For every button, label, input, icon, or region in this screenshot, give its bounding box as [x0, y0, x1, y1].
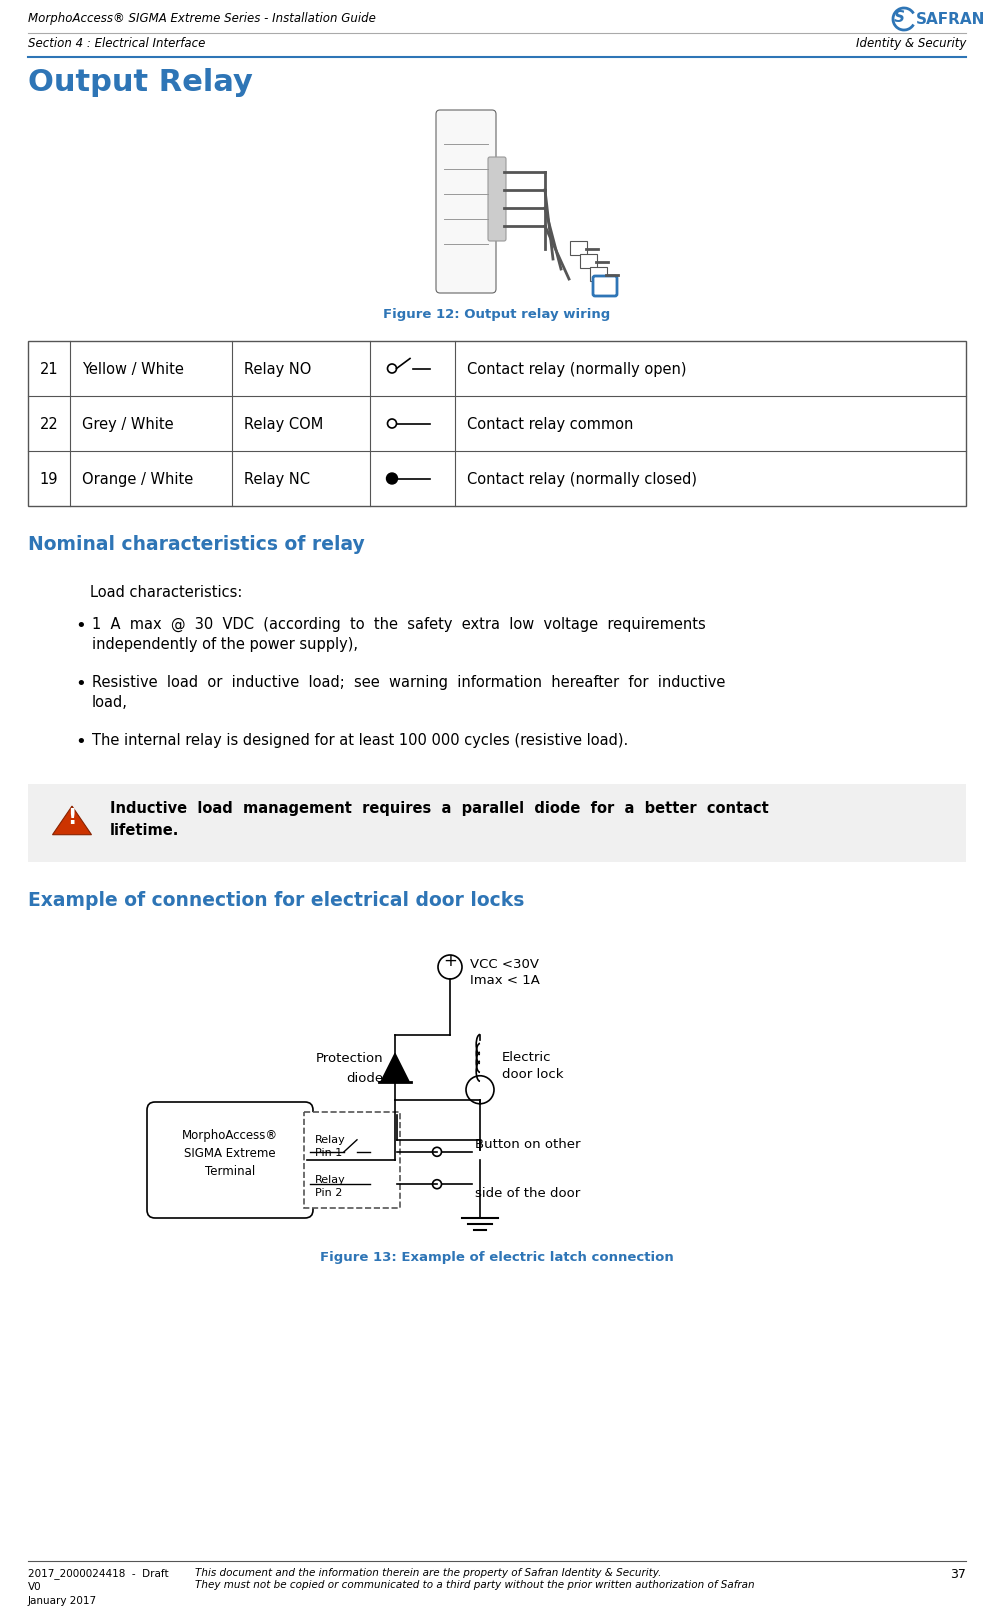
Bar — [28, 342, 966, 506]
Text: Figure 12: Output relay wiring: Figure 12: Output relay wiring — [384, 309, 610, 321]
Text: 1  A  max  @  30  VDC  (according  to  the  safety  extra  low  voltage  require: 1 A max @ 30 VDC (according to the safet… — [92, 617, 706, 632]
Text: diode: diode — [346, 1072, 383, 1085]
Text: Pin 1: Pin 1 — [315, 1147, 342, 1157]
Bar — [28, 784, 966, 863]
Text: !: ! — [68, 807, 77, 828]
Text: This document and the information therein are the property of Safran Identity & : This document and the information therei… — [195, 1567, 754, 1589]
Text: 19: 19 — [40, 472, 59, 487]
Text: •: • — [75, 733, 85, 750]
Text: V0: V0 — [28, 1581, 42, 1591]
Text: Pin 2: Pin 2 — [315, 1188, 342, 1197]
Text: Figure 13: Example of electric latch connection: Figure 13: Example of electric latch con… — [320, 1250, 674, 1263]
Text: Electric: Electric — [502, 1051, 552, 1064]
Text: The internal relay is designed for at least 100 000 cycles (resistive load).: The internal relay is designed for at le… — [92, 733, 628, 747]
Text: Relay COM: Relay COM — [244, 416, 323, 432]
FancyBboxPatch shape — [570, 241, 586, 256]
Text: door lock: door lock — [502, 1067, 564, 1080]
Text: VCC <30V: VCC <30V — [470, 958, 539, 971]
Text: January 2017: January 2017 — [28, 1596, 97, 1605]
Text: Resistive  load  or  inductive  load;  see  warning  information  hereafter  for: Resistive load or inductive load; see wa… — [92, 675, 726, 689]
Text: Relay NC: Relay NC — [244, 472, 310, 487]
Polygon shape — [53, 807, 91, 836]
Text: •: • — [75, 675, 85, 693]
Text: Example of connection for electrical door locks: Example of connection for electrical doo… — [28, 890, 525, 910]
Text: 2017_2000024418  -  Draft: 2017_2000024418 - Draft — [28, 1567, 169, 1578]
Text: 22: 22 — [40, 416, 59, 432]
Text: Contact relay common: Contact relay common — [467, 416, 633, 432]
Text: independently of the power supply),: independently of the power supply), — [92, 636, 358, 651]
Text: Terminal: Terminal — [205, 1165, 255, 1178]
FancyBboxPatch shape — [147, 1102, 313, 1218]
Text: Nominal characteristics of relay: Nominal characteristics of relay — [28, 535, 365, 554]
Text: Orange / White: Orange / White — [82, 472, 193, 487]
Text: MorphoAccess®: MorphoAccess® — [182, 1128, 278, 1141]
Text: Grey / White: Grey / White — [82, 416, 174, 432]
Text: Yellow / White: Yellow / White — [82, 362, 184, 376]
Text: Relay: Relay — [315, 1175, 346, 1184]
Text: side of the door: side of the door — [475, 1186, 580, 1199]
Text: load,: load, — [92, 694, 128, 710]
Text: Imax < 1A: Imax < 1A — [470, 974, 540, 987]
Text: •: • — [75, 617, 85, 635]
Text: Identity & Security: Identity & Security — [856, 37, 966, 50]
Text: Protection: Protection — [315, 1051, 383, 1064]
Text: MorphoAccess® SIGMA Extreme Series - Installation Guide: MorphoAccess® SIGMA Extreme Series - Ins… — [28, 11, 376, 26]
FancyBboxPatch shape — [436, 111, 496, 294]
Text: Section 4 : Electrical Interface: Section 4 : Electrical Interface — [28, 37, 206, 50]
FancyBboxPatch shape — [304, 1112, 400, 1208]
Text: Inductive  load  management  requires  a  parallel  diode  for  a  better  conta: Inductive load management requires a par… — [110, 800, 768, 815]
Text: Button on other: Button on other — [475, 1138, 580, 1151]
Text: Load characteristics:: Load characteristics: — [90, 585, 243, 599]
Polygon shape — [381, 1054, 409, 1082]
FancyBboxPatch shape — [580, 254, 596, 268]
Circle shape — [387, 474, 398, 485]
FancyBboxPatch shape — [488, 157, 506, 241]
Text: Contact relay (normally closed): Contact relay (normally closed) — [467, 472, 697, 487]
FancyBboxPatch shape — [593, 276, 617, 297]
Text: +: + — [443, 951, 457, 969]
Text: Output Relay: Output Relay — [28, 67, 252, 96]
Text: Relay: Relay — [315, 1135, 346, 1144]
Text: Contact relay (normally open): Contact relay (normally open) — [467, 362, 687, 376]
Text: SAFRAN: SAFRAN — [916, 11, 985, 27]
FancyBboxPatch shape — [589, 267, 606, 281]
Text: 21: 21 — [40, 362, 59, 376]
Text: Relay NO: Relay NO — [244, 362, 311, 376]
Text: SIGMA Extreme: SIGMA Extreme — [184, 1146, 275, 1159]
Text: lifetime.: lifetime. — [110, 823, 179, 837]
Text: 37: 37 — [950, 1567, 966, 1580]
Text: S: S — [894, 10, 905, 26]
